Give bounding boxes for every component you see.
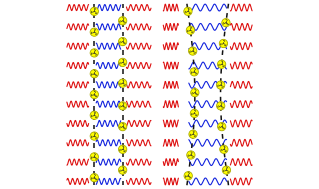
Circle shape [90, 28, 99, 36]
Circle shape [118, 58, 127, 67]
Circle shape [218, 60, 226, 68]
Circle shape [189, 47, 197, 55]
Circle shape [118, 17, 127, 25]
Circle shape [217, 102, 225, 110]
Circle shape [90, 7, 99, 15]
Circle shape [220, 145, 228, 153]
Circle shape [118, 166, 127, 174]
Circle shape [218, 122, 226, 131]
Circle shape [90, 111, 99, 119]
Circle shape [118, 37, 127, 46]
Circle shape [90, 132, 99, 140]
Circle shape [118, 145, 127, 153]
Circle shape [189, 130, 197, 138]
Circle shape [186, 26, 195, 34]
Circle shape [118, 122, 127, 131]
Circle shape [184, 7, 192, 15]
Circle shape [90, 153, 99, 161]
Circle shape [187, 151, 195, 159]
Circle shape [90, 70, 99, 78]
Circle shape [90, 90, 99, 99]
Circle shape [217, 81, 225, 89]
Circle shape [90, 49, 99, 57]
Circle shape [219, 39, 228, 48]
Circle shape [191, 88, 199, 97]
Circle shape [184, 172, 192, 180]
Circle shape [190, 109, 199, 118]
Circle shape [222, 19, 230, 27]
Circle shape [118, 79, 127, 87]
Circle shape [190, 68, 198, 76]
Circle shape [90, 174, 99, 182]
Circle shape [222, 166, 231, 174]
Circle shape [118, 102, 127, 110]
